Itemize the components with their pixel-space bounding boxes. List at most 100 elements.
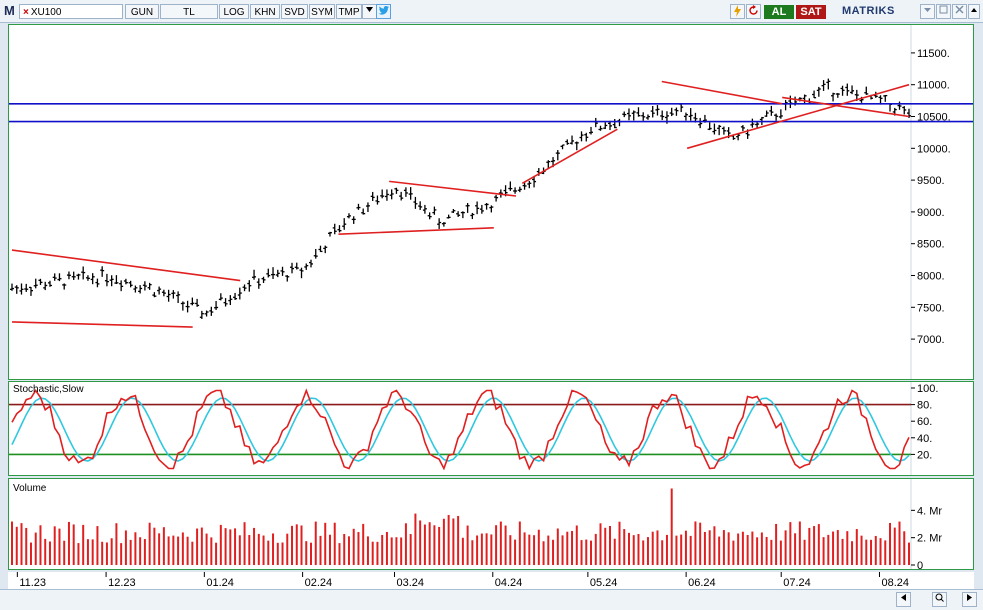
price-bar xyxy=(242,284,247,292)
price-bar xyxy=(902,106,907,115)
price-bar xyxy=(897,101,902,110)
volume-axis-label: 0 xyxy=(917,560,923,569)
price-axis-label: 7500. xyxy=(917,302,945,314)
x-axis-label: 07.24 xyxy=(783,577,811,589)
price-bar xyxy=(883,94,888,102)
price-bar xyxy=(774,113,779,121)
close-symbol-icon[interactable]: × xyxy=(23,7,29,18)
price-bar xyxy=(570,135,575,145)
scroll-left-end-icon[interactable] xyxy=(896,592,911,607)
twitter-icon[interactable] xyxy=(376,4,391,19)
log-button[interactable]: LOG xyxy=(219,4,249,19)
trendline xyxy=(686,83,910,150)
close-icon[interactable] xyxy=(952,4,967,19)
trendline xyxy=(11,249,241,282)
price-bar xyxy=(489,205,494,213)
price-bar xyxy=(384,189,389,201)
symbol-input[interactable]: × XU100 xyxy=(19,4,123,19)
restore-icon[interactable] xyxy=(936,4,951,19)
bottom-bar xyxy=(0,589,983,610)
price-bar xyxy=(337,225,342,233)
x-axis-label: 01.24 xyxy=(206,577,234,589)
price-bar xyxy=(764,110,769,117)
price-bar xyxy=(835,93,840,98)
price-bar xyxy=(683,112,688,121)
price-bar xyxy=(195,298,200,307)
price-bar xyxy=(370,191,375,201)
price-panel: 11500. 11000. 10500. 10000. 9500. 9000. 8500. 8… xyxy=(8,24,974,380)
price-bar xyxy=(399,191,404,201)
price-bar xyxy=(365,202,370,212)
trendline xyxy=(782,96,910,118)
price-bar xyxy=(655,105,660,116)
scroll-up-icon[interactable] xyxy=(968,4,980,19)
x-axis-label: 05.24 xyxy=(590,577,618,589)
price-bar xyxy=(413,196,418,209)
price-bar xyxy=(565,139,570,145)
price-bar xyxy=(252,269,257,280)
price-bar xyxy=(788,95,793,109)
price-bar xyxy=(864,86,869,95)
price-bar xyxy=(698,117,703,129)
price-bar xyxy=(85,275,90,281)
price-bar xyxy=(332,223,337,235)
price-bar xyxy=(361,208,366,215)
price-bar xyxy=(527,180,532,189)
price-bar xyxy=(199,310,204,319)
lightning-icon[interactable] xyxy=(730,4,745,19)
price-axis-label: 11500. xyxy=(917,48,950,60)
price-bar xyxy=(456,211,461,217)
volume-chart[interactable]: 4. Mr 2. Mr 0 xyxy=(9,479,973,569)
price-bar xyxy=(62,283,67,290)
gun-button[interactable]: GUN xyxy=(125,4,159,19)
price-bar xyxy=(47,280,52,287)
buy-button[interactable]: AL xyxy=(764,5,794,19)
sell-button[interactable]: SAT xyxy=(796,5,826,19)
volume-axis-label: 2. Mr xyxy=(917,533,942,545)
price-bar xyxy=(95,278,100,288)
price-bar xyxy=(157,286,162,295)
price-bar xyxy=(299,267,304,279)
price-bar xyxy=(484,203,489,210)
dropdown-arrow-icon[interactable] xyxy=(362,4,377,19)
sym-button[interactable]: SYM xyxy=(309,4,335,19)
price-bar xyxy=(641,112,646,121)
price-bar xyxy=(380,189,385,199)
stochastic-chart[interactable]: 100. 80. 60. 40. 20. xyxy=(9,382,973,475)
price-bar xyxy=(522,181,527,190)
price-chart[interactable]: 11500. 11000. 10500. 10000. 9500. 9000. 8500. 8… xyxy=(9,25,973,379)
price-bar xyxy=(119,280,124,292)
scroll-right-end-icon[interactable] xyxy=(962,592,977,607)
tmp-button[interactable]: TMP xyxy=(336,4,362,19)
price-bar xyxy=(574,141,579,151)
trendline xyxy=(389,180,517,197)
price-bar xyxy=(204,310,209,317)
price-bar xyxy=(451,208,456,213)
price-bar xyxy=(256,278,261,289)
currency-button[interactable]: TL xyxy=(160,4,218,19)
x-axis-label: 11.23 xyxy=(19,577,46,589)
minimize-icon[interactable] xyxy=(920,4,935,19)
khn-button[interactable]: KHN xyxy=(250,4,280,19)
price-bar xyxy=(24,283,29,292)
price-bar xyxy=(214,301,219,310)
price-bar xyxy=(513,187,518,194)
refresh-icon[interactable] xyxy=(746,4,761,19)
svd-button[interactable]: SVD xyxy=(281,4,308,19)
stochastic-panel: 100. 80. 60. 40. 20. Stochastic,Slow xyxy=(8,381,974,476)
stochastic-title: Stochastic,Slow xyxy=(13,384,84,395)
zoom-icon[interactable] xyxy=(932,592,947,607)
price-bar xyxy=(318,245,323,253)
price-bar xyxy=(532,176,537,188)
stoch-axis-label: 100. xyxy=(917,383,938,395)
price-bar xyxy=(138,285,143,294)
price-bar xyxy=(717,124,722,136)
price-axis-label: 11000. xyxy=(917,80,950,92)
price-bar xyxy=(631,110,636,121)
price-bar xyxy=(275,269,280,278)
price-bar xyxy=(617,118,622,127)
stoch-axis-label: 20. xyxy=(917,449,932,461)
price-bar xyxy=(845,83,850,96)
price-bar xyxy=(313,248,318,259)
price-bar xyxy=(261,276,266,284)
